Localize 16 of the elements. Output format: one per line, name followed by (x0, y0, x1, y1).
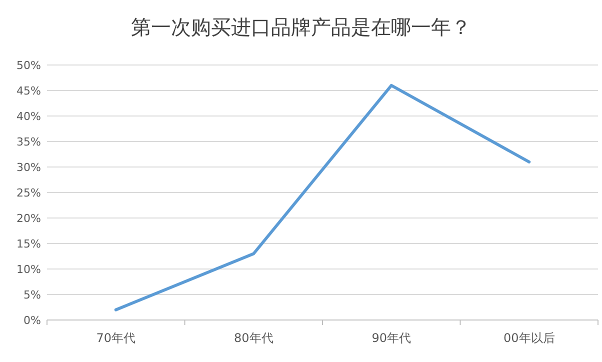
ytick: 10% (16, 263, 41, 276)
xtick: 90年代 (372, 331, 412, 345)
ytick: 50% (16, 59, 41, 72)
ytick: 45% (16, 84, 41, 98)
xtick: 70年代 (96, 331, 136, 345)
ytick: 30% (16, 161, 41, 174)
ytick: 15% (16, 238, 41, 250)
ytick: 0% (24, 314, 41, 327)
xtick: 00年以后 (503, 331, 555, 345)
ytick: 5% (24, 288, 41, 302)
xtick: 80年代 (234, 331, 274, 345)
ytick: 25% (16, 186, 41, 200)
ytick: 35% (16, 136, 41, 148)
ytick: 20% (16, 212, 41, 225)
title: 第一次购买进口品牌产品是在哪一年？ (131, 15, 471, 39)
ytick: 40% (16, 110, 41, 123)
